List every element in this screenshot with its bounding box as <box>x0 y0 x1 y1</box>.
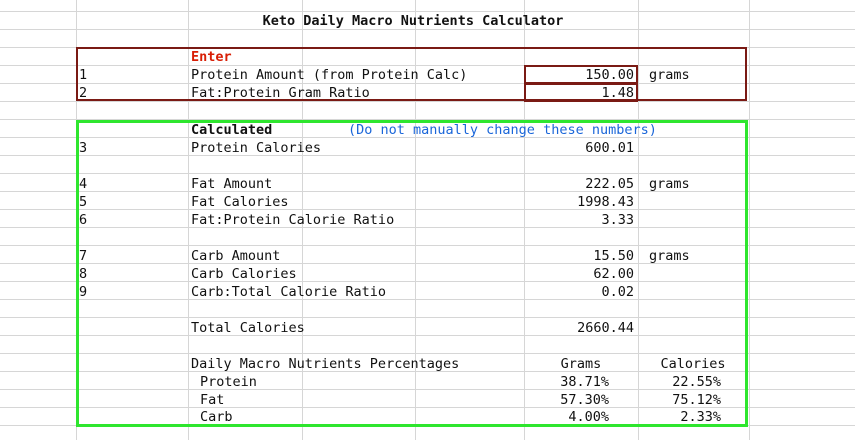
pct-fat-grams[interactable]: 57.30% <box>560 392 609 408</box>
fat-amount-value[interactable]: 222.05 <box>585 176 634 192</box>
row-number-3[interactable]: 3 <box>79 140 88 156</box>
grid-row-line <box>0 353 855 354</box>
pct-fat-calories[interactable]: 75.12% <box>672 392 721 408</box>
fat-protein-ratio-input[interactable] <box>524 83 638 102</box>
carb-amount-label[interactable]: Carb Amount <box>191 248 281 264</box>
grid-row-line <box>0 227 855 228</box>
grid-row-line <box>0 119 855 120</box>
row-number-1[interactable]: 1 <box>79 67 88 83</box>
grid-column-line <box>415 0 416 440</box>
grid-row-line <box>0 245 855 246</box>
grid-row-line <box>0 65 855 66</box>
row-number-7[interactable]: 7 <box>79 248 88 264</box>
grid-row-line <box>0 335 855 336</box>
grid-row-line <box>0 83 855 84</box>
carb-amount-value[interactable]: 15.50 <box>593 248 634 264</box>
fat-protein-calorie-ratio-label[interactable]: Fat:Protein Calorie Ratio <box>191 212 395 228</box>
calories-column-header[interactable]: Calories <box>660 356 726 372</box>
grid-row-line <box>0 407 855 408</box>
fat-amount-label[interactable]: Fat Amount <box>191 176 273 192</box>
pct-carb-grams[interactable]: 4.00% <box>568 409 609 425</box>
grid-row-line <box>0 137 855 138</box>
fat-calories-value[interactable]: 1998.43 <box>577 194 634 210</box>
sheet-title[interactable]: Keto Daily Macro Nutrients Calculator <box>262 13 564 29</box>
protein-amount-label[interactable]: Protein Amount (from Protein Calc) <box>191 67 468 83</box>
carb-amount-unit[interactable]: grams <box>649 248 690 264</box>
grid-row-line <box>0 101 855 102</box>
pct-protein-calories[interactable]: 22.55% <box>672 374 721 390</box>
fat-protein-ratio-label[interactable]: Fat:Protein Gram Ratio <box>191 85 370 101</box>
grid-row-line <box>0 155 855 156</box>
carb-total-calorie-ratio-label[interactable]: Carb:Total Calorie Ratio <box>191 284 387 300</box>
total-calories-label[interactable]: Total Calories <box>191 320 305 336</box>
fat-protein-calorie-ratio-value[interactable]: 3.33 <box>601 212 634 228</box>
protein-amount-unit[interactable]: grams <box>649 67 690 83</box>
calculated-section-note[interactable]: (Do not manually change these numbers) <box>348 122 657 138</box>
pct-fat-label[interactable]: Fat <box>200 392 225 408</box>
fat-protein-ratio-value[interactable]: 1.48 <box>601 85 634 101</box>
fat-calories-label[interactable]: Fat Calories <box>191 194 289 210</box>
grid-column-line <box>638 0 639 440</box>
row-number-6[interactable]: 6 <box>79 212 88 228</box>
row-number-5[interactable]: 5 <box>79 194 88 210</box>
row-number-4[interactable]: 4 <box>79 176 88 192</box>
grid-row-line <box>0 299 855 300</box>
row-number-8[interactable]: 8 <box>79 266 88 282</box>
carb-calories-value[interactable]: 62.00 <box>593 266 634 282</box>
grid-row-line <box>0 191 855 192</box>
protein-amount-value[interactable]: 150.00 <box>585 67 634 83</box>
grid-column-line <box>524 0 525 440</box>
pct-carb-calories[interactable]: 2.33% <box>680 409 721 425</box>
enter-section-border <box>76 47 747 101</box>
carb-total-calorie-ratio-value[interactable]: 0.02 <box>601 284 634 300</box>
calculated-section-border <box>76 120 748 427</box>
enter-section-header[interactable]: Enter <box>191 49 232 65</box>
protein-calories-label[interactable]: Protein Calories <box>191 140 322 156</box>
pct-carb-label[interactable]: Carb <box>200 409 233 425</box>
total-calories-value[interactable]: 2660.44 <box>577 320 634 336</box>
grid-column-line <box>749 0 750 440</box>
grid-row-line <box>0 281 855 282</box>
row-number-2[interactable]: 2 <box>79 85 88 101</box>
pct-protein-label[interactable]: Protein <box>200 374 257 390</box>
grid-row-line <box>0 317 855 318</box>
pct-protein-grams[interactable]: 38.71% <box>560 374 609 390</box>
fat-amount-unit[interactable]: grams <box>649 176 690 192</box>
row-number-9[interactable]: 9 <box>79 284 88 300</box>
grams-column-header[interactable]: Grams <box>560 356 602 372</box>
grid-column-line <box>302 0 303 440</box>
calculated-section-header[interactable]: Calculated <box>191 122 273 138</box>
grid-row-line <box>0 11 855 12</box>
grid-row-line <box>0 389 855 390</box>
grid-column-line <box>188 0 189 440</box>
protein-calories-value[interactable]: 600.01 <box>585 140 634 156</box>
grid-row-line <box>0 371 855 372</box>
percentages-header[interactable]: Daily Macro Nutrients Percentages <box>191 356 460 372</box>
grid-row-line <box>0 173 855 174</box>
grid-row-line <box>0 263 855 264</box>
grid-row-line <box>0 29 855 30</box>
carb-calories-label[interactable]: Carb Calories <box>191 266 297 282</box>
grid-row-line <box>0 209 855 210</box>
